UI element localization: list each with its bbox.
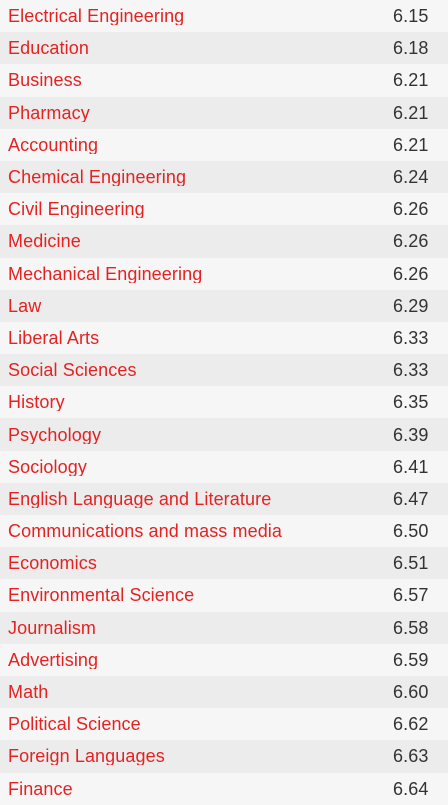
row-value: 6.15 — [393, 6, 429, 27]
row-value: 6.51 — [393, 553, 429, 574]
row-label: Political Science — [8, 715, 141, 734]
row-label: Finance — [8, 779, 73, 798]
row-value: 6.47 — [393, 488, 429, 509]
table-row: Psychology 6.39 — [0, 418, 448, 451]
table-row: Economics 6.51 — [0, 547, 448, 580]
row-value: 6.29 — [393, 295, 429, 316]
table-row: Mechanical Engineering 6.26 — [0, 257, 448, 290]
row-label: Math — [8, 683, 49, 702]
row-label: History — [8, 393, 65, 412]
table-row: Pharmacy 6.21 — [0, 96, 448, 129]
row-value: 6.21 — [393, 70, 429, 91]
table-row: Finance 6.64 — [0, 772, 448, 805]
row-label: Advertising — [8, 650, 99, 669]
row-label: Accounting — [8, 135, 99, 154]
row-label: Education — [8, 39, 89, 58]
row-value: 6.33 — [393, 360, 429, 381]
row-label: Mechanical Engineering — [8, 264, 203, 283]
row-label: Foreign Languages — [8, 747, 165, 766]
row-label: Psychology — [8, 425, 102, 444]
table-row: Sociology 6.41 — [0, 450, 448, 483]
row-label: English Language and Literature — [8, 489, 272, 508]
table-row: Chemical Engineering 6.24 — [0, 160, 448, 194]
table-row: Law 6.29 — [0, 289, 448, 322]
row-label: Communications and mass media — [8, 522, 283, 541]
table-row: History 6.35 — [0, 386, 448, 419]
table-row: Civil Engineering 6.26 — [0, 193, 448, 226]
row-label: Business — [8, 71, 82, 90]
table-row: Accounting 6.21 — [0, 128, 448, 161]
row-value: 6.35 — [393, 392, 429, 413]
row-label: Medicine — [8, 232, 81, 251]
table-row: Medicine 6.26 — [0, 225, 448, 258]
row-label: Liberal Arts — [8, 328, 100, 347]
row-value: 6.21 — [393, 102, 429, 123]
row-label: Journalism — [8, 618, 97, 637]
row-value: 6.33 — [393, 327, 429, 348]
row-label: Chemical Engineering — [8, 168, 187, 187]
row-value: 6.21 — [393, 134, 429, 155]
row-value: 6.18 — [393, 38, 429, 59]
row-value: 6.63 — [393, 746, 429, 767]
table-row: Journalism 6.58 — [0, 611, 448, 644]
row-value: 6.39 — [393, 424, 429, 445]
table-row: Advertising 6.59 — [0, 643, 448, 676]
table-row: English Language and Literature 6.47 — [0, 482, 448, 515]
table-row: Math 6.60 — [0, 675, 448, 709]
row-value: 6.58 — [393, 617, 429, 638]
row-label: Civil Engineering — [8, 200, 145, 219]
row-value: 6.26 — [393, 199, 429, 220]
table-row: Foreign Languages 6.63 — [0, 740, 448, 773]
table-row: Environmental Science 6.57 — [0, 579, 448, 612]
row-value: 6.41 — [393, 456, 429, 477]
row-value: 6.26 — [393, 231, 429, 252]
row-value: 6.59 — [393, 649, 429, 670]
table-row: Communications and mass media 6.50 — [0, 515, 448, 548]
row-value: 6.26 — [393, 263, 429, 284]
table-row: Political Science 6.62 — [0, 708, 448, 741]
row-value: 6.24 — [393, 167, 429, 188]
table-row: Electrical Engineering 6.15 — [0, 0, 448, 33]
row-value: 6.64 — [393, 778, 429, 799]
row-label: Law — [8, 296, 42, 315]
row-label: Social Sciences — [8, 361, 137, 380]
table-row: Business 6.21 — [0, 64, 448, 97]
row-label: Sociology — [8, 457, 87, 476]
table-row: Social Sciences 6.33 — [0, 354, 448, 387]
row-value: 6.57 — [393, 585, 429, 606]
row-label: Environmental Science — [8, 586, 195, 605]
table-row: Liberal Arts 6.33 — [0, 321, 448, 355]
row-label: Electrical Engineering — [8, 7, 185, 26]
row-value: 6.50 — [393, 521, 429, 542]
row-label: Pharmacy — [8, 103, 90, 122]
row-value: 6.60 — [393, 682, 429, 703]
table-row: Education 6.18 — [0, 32, 448, 65]
row-label: Economics — [8, 554, 97, 573]
row-value: 6.62 — [393, 714, 429, 735]
